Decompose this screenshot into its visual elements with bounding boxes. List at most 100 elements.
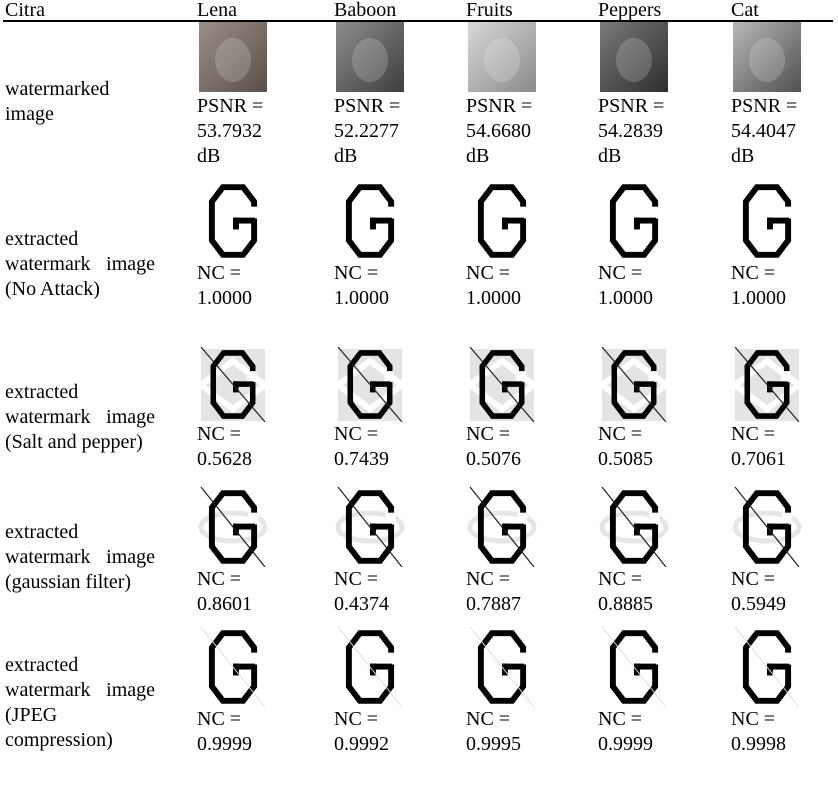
row-label: extracted watermark image (gaussian filt… [5, 520, 155, 593]
result-cell: NC = 0.4374 [332, 487, 464, 627]
result-cell: NC = 0.9992 [332, 627, 464, 779]
watermark-image [466, 181, 538, 261]
cell-value: NC = 0.9992 [334, 708, 389, 755]
result-cell: NC = 0.5085 [596, 347, 729, 487]
watermark-image [734, 627, 800, 707]
watermark-image [598, 347, 670, 422]
result-cell: NC = 1.0000 [195, 181, 332, 347]
watermarked-image [199, 22, 267, 92]
watermarked-image [733, 22, 801, 92]
cell-value: PSNR = 54.6680 dB [466, 95, 533, 167]
cell-value: NC = 0.9995 [466, 708, 521, 755]
row-label-cell: watermarked image [3, 21, 195, 181]
result-cell: PSNR = 54.4047 dB [729, 21, 833, 181]
cell-value: NC = 0.8601 [197, 568, 252, 615]
header-row: Citra Lena Baboon Fruits Peppers Cat [3, 0, 833, 22]
watermark-image [467, 487, 537, 567]
row-label-cell: extracted watermark image (No Attack) [3, 181, 195, 347]
cell-value: NC = 1.0000 [197, 262, 252, 309]
cell-value: PSNR = 54.2839 dB [598, 95, 665, 167]
result-cell: PSNR = 53.7932 dB [195, 21, 332, 181]
result-cell: NC = 0.5628 [195, 347, 332, 487]
watermark-image [197, 181, 269, 261]
cell-value: NC = 1.0000 [466, 262, 521, 309]
result-cell: NC = 0.9999 [596, 627, 729, 779]
row-label: extracted watermark image (No Attack) [5, 227, 155, 300]
watermark-image [466, 347, 538, 422]
watermark-image [197, 347, 269, 422]
row-label: extracted watermark image (JPEG compress… [5, 654, 155, 751]
cell-value: NC = 0.4374 [334, 568, 389, 615]
cell-value: NC = 0.9999 [197, 708, 252, 755]
watermark-image [335, 487, 405, 567]
column-header: Citra [3, 0, 195, 22]
watermark-image [601, 627, 667, 707]
result-cell: PSNR = 54.2839 dB [596, 21, 729, 181]
table-row: extracted watermark image (JPEG compress… [3, 627, 833, 779]
result-cell: NC = 0.7061 [729, 347, 833, 487]
table-row: extracted watermark image (gaussian filt… [3, 487, 833, 627]
cell-value: NC = 1.0000 [598, 262, 653, 309]
table-row: watermarked image PSNR = 53.7932 dB PSNR =… [3, 21, 833, 181]
cell-value: NC = 0.7887 [466, 568, 521, 615]
row-label-cell: extracted watermark image (gaussian filt… [3, 487, 195, 627]
cell-value: NC = 0.8885 [598, 568, 653, 615]
watermark-image [731, 347, 803, 422]
result-cell: NC = 1.0000 [464, 181, 596, 347]
cell-value: PSNR = 52.2277 dB [334, 95, 401, 167]
row-label: watermarked image [5, 77, 110, 125]
row-label-cell: extracted watermark image (JPEG compress… [3, 627, 195, 779]
row-label-cell: extracted watermark image (Salt and pepp… [3, 347, 195, 487]
result-cell: NC = 0.8885 [596, 487, 729, 627]
cell-value: NC = 0.5949 [731, 568, 786, 615]
watermark-image [337, 627, 403, 707]
result-cell: NC = 0.9999 [195, 627, 332, 779]
cell-value: NC = 0.7439 [334, 423, 389, 470]
watermark-image [732, 487, 802, 567]
column-header: Peppers [596, 0, 729, 22]
result-cell: NC = 0.9998 [729, 627, 833, 779]
watermarked-image [600, 22, 668, 92]
column-header: Cat [729, 0, 833, 22]
result-cell: NC = 0.7887 [464, 487, 596, 627]
cell-value: NC = 0.5076 [466, 423, 521, 470]
column-header: Lena [195, 0, 332, 22]
result-cell: NC = 0.9995 [464, 627, 596, 779]
result-cell: NC = 0.5949 [729, 487, 833, 627]
watermark-image [334, 181, 406, 261]
cell-value: NC = 0.5628 [197, 423, 252, 470]
results-table: Citra Lena Baboon Fruits Peppers Cat watermar… [3, 0, 833, 779]
watermark-image [731, 181, 803, 261]
result-cell: NC = 1.0000 [596, 181, 729, 347]
cell-value: PSNR = 53.7932 dB [197, 95, 264, 167]
column-header: Baboon [332, 0, 464, 22]
cell-value: NC = 0.5085 [598, 423, 653, 470]
table-row: extracted watermark image (Salt and pepp… [3, 347, 833, 487]
watermark-image [599, 487, 669, 567]
watermarked-image [468, 22, 536, 92]
table-row: extracted watermark image (No Attack) NC … [3, 181, 833, 347]
row-label: extracted watermark image (Salt and pepp… [5, 380, 155, 453]
cell-value: NC = 1.0000 [731, 262, 786, 309]
cell-value: NC = 0.7061 [731, 423, 786, 470]
cell-value: NC = 0.9998 [731, 708, 786, 755]
column-header: Fruits [464, 0, 596, 22]
cell-value: NC = 1.0000 [334, 262, 389, 309]
result-cell: PSNR = 54.6680 dB [464, 21, 596, 181]
result-cell: NC = 0.7439 [332, 347, 464, 487]
watermark-image [200, 627, 266, 707]
result-cell: NC = 1.0000 [729, 181, 833, 347]
result-cell: NC = 1.0000 [332, 181, 464, 347]
table-body: watermarked image PSNR = 53.7932 dB PSNR =… [3, 21, 833, 779]
watermark-image [334, 347, 406, 422]
cell-value: NC = 0.9999 [598, 708, 653, 755]
watermarked-image [336, 22, 404, 92]
cell-value: PSNR = 54.4047 dB [731, 95, 798, 167]
watermark-image [469, 627, 535, 707]
result-cell: PSNR = 52.2277 dB [332, 21, 464, 181]
result-cell: NC = 0.5076 [464, 347, 596, 487]
watermark-image [198, 487, 268, 567]
watermark-image [598, 181, 670, 261]
result-cell: NC = 0.8601 [195, 487, 332, 627]
